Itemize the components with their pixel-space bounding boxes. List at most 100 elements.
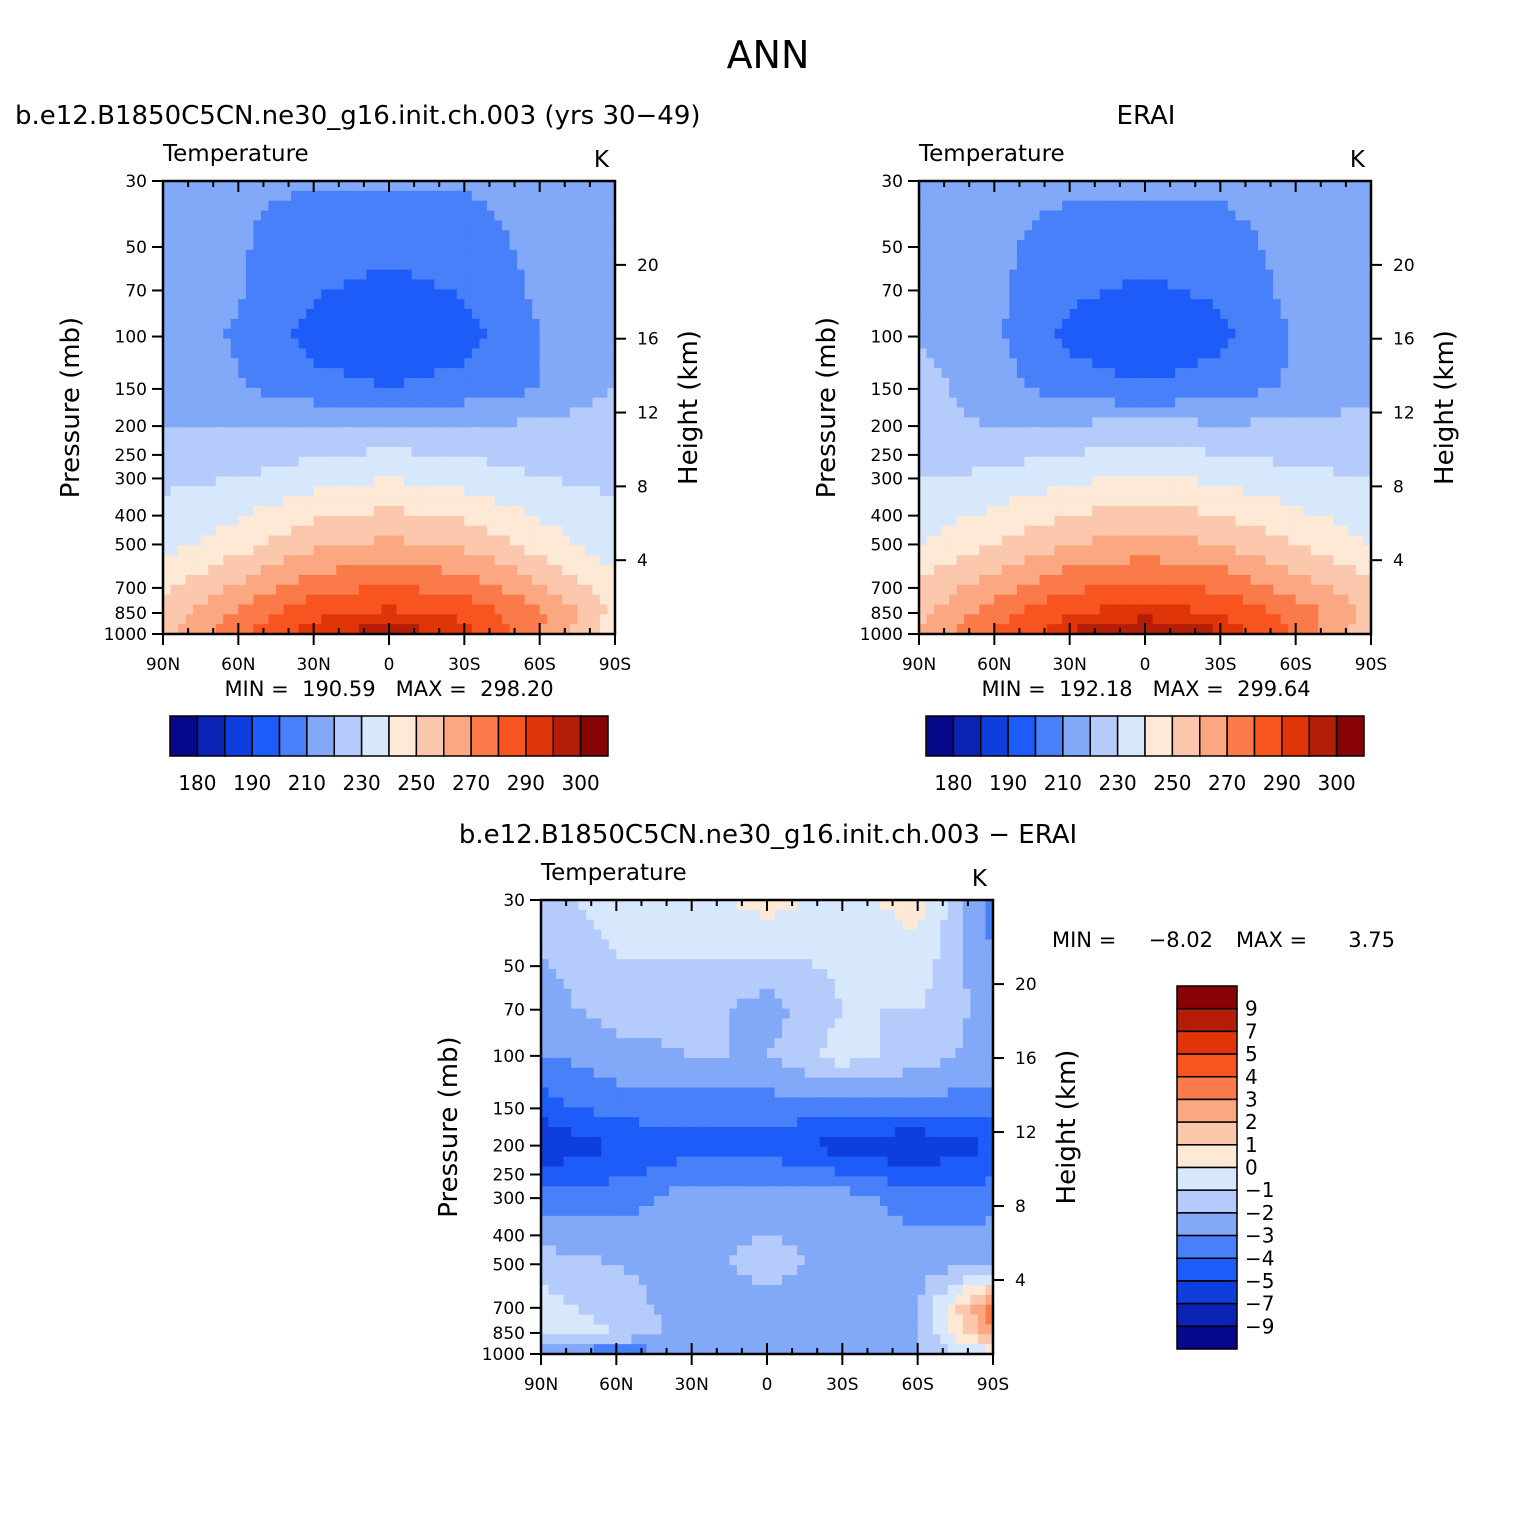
obs-cell	[1032, 358, 1041, 369]
obs-cell	[949, 181, 958, 192]
model-cell	[343, 397, 352, 409]
obs-cell	[1077, 348, 1086, 359]
model-cell	[599, 515, 609, 527]
model-cell	[291, 368, 300, 379]
model-cell	[260, 220, 270, 231]
obs-cell	[919, 220, 928, 231]
obs-cell	[1303, 279, 1312, 290]
obs-cell	[1340, 496, 1349, 507]
obs-cell	[1197, 387, 1206, 399]
obs-cell	[956, 417, 965, 428]
obs-cell	[1182, 289, 1191, 300]
obs-cell	[1190, 299, 1199, 310]
obs-cell	[1295, 466, 1304, 478]
model-cell	[193, 397, 202, 409]
obs-cell	[1303, 515, 1312, 527]
obs-cell	[1288, 377, 1297, 389]
model-cell	[494, 545, 503, 556]
model-cell	[336, 279, 345, 290]
model-cell	[358, 377, 367, 389]
model-cell	[569, 545, 578, 556]
model-cell	[562, 259, 571, 271]
model-cell	[389, 565, 398, 576]
model-cell	[524, 190, 533, 202]
model-cell	[215, 348, 224, 359]
obs-cell	[1355, 289, 1365, 300]
obs-cell	[941, 259, 950, 271]
obs-cell	[1182, 318, 1191, 330]
obs-cell	[1062, 496, 1071, 507]
model-cell	[411, 318, 420, 330]
model-cell	[562, 614, 571, 625]
model-cell	[366, 338, 375, 350]
model-cell	[471, 505, 480, 517]
model-cell	[238, 545, 247, 556]
obs-cell	[941, 437, 950, 448]
model-cell	[351, 565, 360, 576]
model-cell	[373, 181, 383, 192]
model-cell	[509, 377, 518, 389]
model-cell	[193, 289, 202, 300]
model-cell	[163, 259, 172, 271]
obs-cell	[1047, 289, 1056, 300]
model-cell	[245, 289, 254, 300]
obs-cell	[994, 230, 1003, 241]
model-cell	[178, 446, 187, 458]
model-cell	[208, 555, 217, 566]
model-cell	[238, 368, 247, 379]
obs-cell	[1122, 259, 1131, 271]
model-cell	[185, 318, 194, 330]
model-x-tick-label: 30N	[296, 655, 330, 675]
obs-cell	[1190, 505, 1199, 517]
model-cell	[245, 230, 254, 241]
obs-cell	[1205, 417, 1214, 428]
model-cell	[170, 368, 179, 379]
model-cell	[268, 387, 277, 399]
model-cell	[441, 555, 450, 566]
model-cell	[306, 299, 315, 310]
model-cell	[471, 584, 480, 596]
model-cell	[373, 299, 383, 310]
model-cell	[245, 181, 254, 192]
obs-cell	[1333, 279, 1342, 290]
model-cell	[200, 318, 209, 330]
obs-cell	[1084, 348, 1093, 359]
obs-cell	[1001, 190, 1010, 202]
model-cell	[178, 200, 187, 212]
obs-cell	[1250, 486, 1259, 497]
obs-cell	[1114, 348, 1123, 359]
obs-cell	[1167, 476, 1176, 487]
model-cell	[321, 387, 330, 399]
obs-cell	[1024, 338, 1033, 350]
model-cell	[464, 279, 473, 290]
obs-cell	[1310, 515, 1319, 527]
obs-cell	[1340, 299, 1349, 310]
obs-cell	[1039, 279, 1048, 290]
obs-cell	[1295, 368, 1304, 379]
obs-cell	[956, 377, 965, 389]
model-cell	[230, 604, 239, 615]
obs-cell	[1122, 210, 1131, 221]
obs-cell	[1054, 259, 1063, 271]
model-cell	[517, 200, 526, 212]
model-cell	[268, 338, 277, 350]
obs-cell	[1077, 446, 1086, 458]
obs-cell	[1303, 338, 1312, 350]
model-cell	[426, 505, 435, 517]
obs-cell	[1205, 486, 1214, 497]
obs-cell	[1001, 505, 1010, 517]
obs-cell	[1114, 259, 1123, 271]
model-cell	[426, 220, 435, 231]
model-cell	[163, 476, 172, 487]
obs-cell	[1265, 259, 1274, 271]
model-cell	[562, 181, 571, 192]
obs-cell	[1227, 456, 1236, 468]
model-cell	[208, 574, 217, 586]
obs-cell	[1032, 456, 1041, 468]
model-cell	[200, 328, 209, 340]
obs-cell	[1250, 437, 1259, 448]
model-cell	[313, 230, 322, 241]
model-cell	[389, 368, 398, 379]
obs-cell	[1047, 515, 1056, 527]
model-cell	[426, 407, 435, 418]
